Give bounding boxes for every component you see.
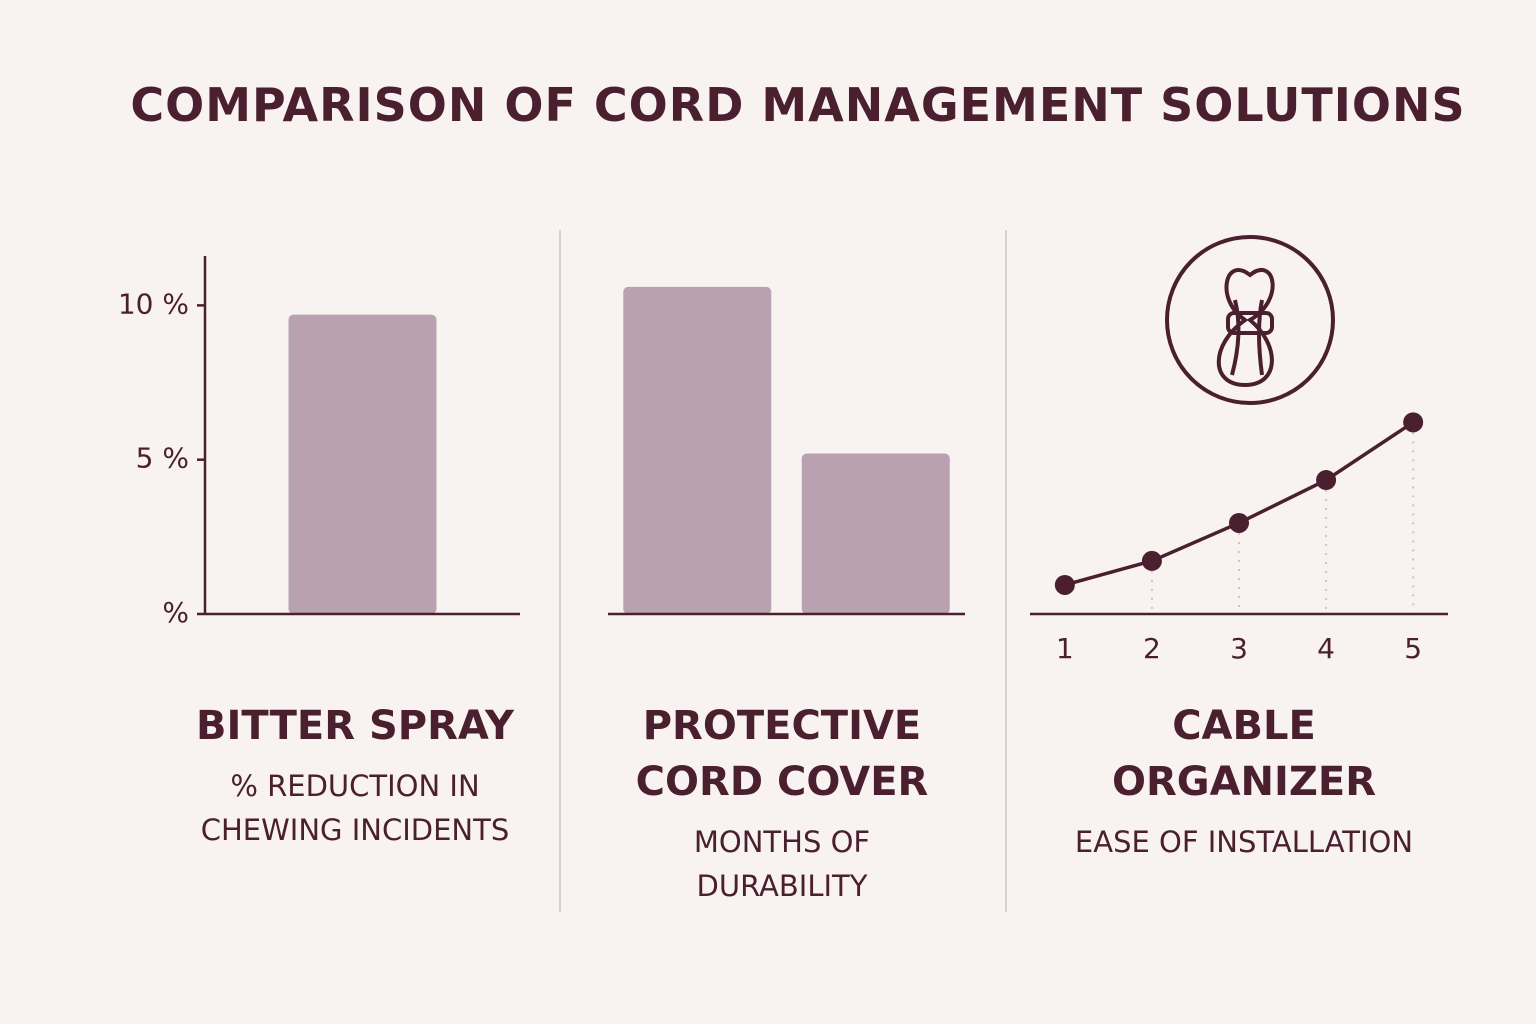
x-tick-label: 1 <box>1056 632 1074 665</box>
x-tick-label: 5 <box>1404 632 1422 665</box>
panel-label: CABLE ORGANIZER EASE OF INSTALLATION <box>1034 698 1454 864</box>
x-tick-label: 4 <box>1317 632 1335 665</box>
data-point <box>1316 470 1337 491</box>
x-tick-label: 2 <box>1143 632 1161 665</box>
y-tick-label: % <box>162 596 189 629</box>
bar <box>801 453 950 614</box>
chart-subtitle: MONTHS OF DURABILITY <box>693 825 871 903</box>
page-title: COMPARISON OF CORD MANAGEMENT SOLUTIONS <box>130 78 1466 132</box>
chart-subtitle: EASE OF INSTALLATION <box>1074 825 1414 859</box>
bar <box>288 314 437 614</box>
chart-title: BITTER SPRAY <box>196 703 514 749</box>
data-point <box>1403 412 1424 433</box>
bar <box>623 286 772 614</box>
chart-title: CABLE ORGANIZER <box>1111 703 1377 805</box>
data-point <box>1054 574 1075 595</box>
chart-title: PROTECTIVE CORD COVER <box>635 703 929 805</box>
x-tick-label: 3 <box>1230 632 1248 665</box>
y-tick-label: 5 % <box>136 442 189 475</box>
y-tick-label: 10 % <box>118 287 189 320</box>
cord-icon <box>1165 235 1335 405</box>
chart-subtitle: % REDUCTION IN CHEWING INCIDENTS <box>200 769 510 847</box>
panel-label: BITTER SPRAY % REDUCTION IN CHEWING INCI… <box>155 698 555 852</box>
data-point <box>1141 550 1162 571</box>
panel-label: PROTECTIVE CORD COVER MONTHS OF DURABILI… <box>582 698 982 908</box>
data-point <box>1229 512 1249 533</box>
